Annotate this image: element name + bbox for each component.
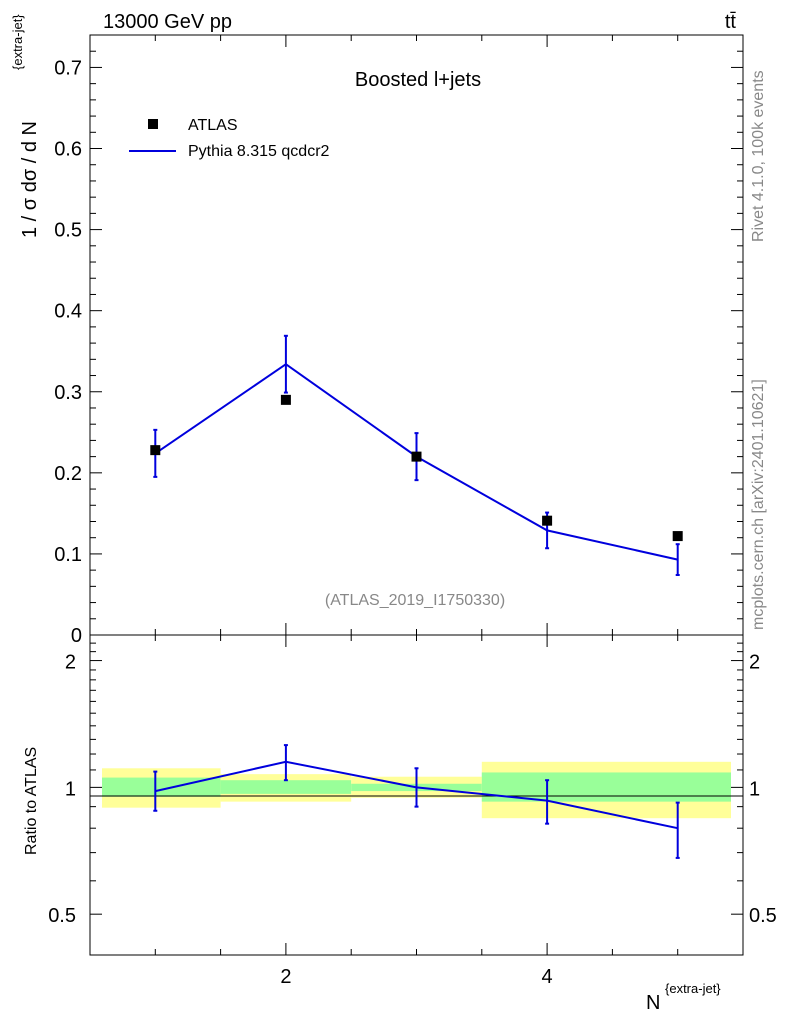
- ratio-y-tick-label: 1: [65, 778, 76, 800]
- legend-atlas-label: ATLAS: [188, 117, 238, 134]
- main-y-tick-label: 0.7: [54, 57, 82, 79]
- rivet-version-label: Rivet 4.1.0, 100k events: [750, 70, 767, 242]
- atlas-data-point: [150, 445, 161, 456]
- main-y-tick-label: 0.5: [54, 220, 82, 242]
- main-y-ticks: 0 0.1 0.2 0.3 0.4 0.5 0.6 0.7: [54, 34, 743, 647]
- plot-title: Boosted l+jets: [355, 69, 481, 91]
- main-y-tick-label: 0.3: [54, 382, 82, 404]
- atlas-data-point: [280, 394, 291, 405]
- main-y-tick-label: 0.6: [54, 139, 82, 161]
- main-y-tick-label: 0.4: [54, 301, 82, 323]
- x-tick-label: 4: [542, 966, 553, 988]
- x-tick-label: 2: [280, 966, 291, 988]
- ratio-y-tick-label-right: 2: [749, 652, 760, 674]
- ratio-y-axis-label: Ratio to ATLAS: [23, 747, 40, 855]
- x-axis-label: N {extra-jet}: [646, 981, 721, 1014]
- main-y-axis-label: 1 / σ dσ / d N {extra-jet}: [10, 14, 41, 238]
- main-y-tick-label: 0: [71, 625, 82, 647]
- x-axis-label-text: N: [646, 992, 660, 1014]
- ratio-y-tick-label-right: 0.5: [749, 905, 777, 927]
- ratio-y-tick-label: 2: [65, 652, 76, 674]
- legend-mc-label: Pythia 8.315 qcdcr2: [188, 143, 330, 160]
- analysis-watermark: (ATLAS_2019_I1750330): [325, 592, 505, 609]
- atlas-data-point: [411, 451, 422, 462]
- main-y-tick-label: 0.1: [54, 544, 82, 566]
- main-marks: [150, 334, 683, 576]
- legend-atlas-marker: [148, 119, 158, 129]
- main-y-tick-label: 0.2: [54, 463, 82, 485]
- ratio-ticks: 0.5 0.5 1 1 2 2 2 4: [48, 635, 777, 988]
- process-label: tt̄: [725, 11, 737, 33]
- ratio-panel: 0.5 0.5 1 1 2 2 2 4 Ratio to ATLAS N {extra-jet…: [23, 634, 777, 1014]
- ratio-marks: [153, 744, 680, 859]
- atlas-data-point: [542, 515, 553, 526]
- main-y-axis-label-text: 1 / σ dσ / d N: [19, 121, 41, 238]
- energy-label: 13000 GeV pp: [103, 11, 232, 33]
- uncertainty-band-green: [220, 780, 352, 794]
- ratio-y-tick-label: 0.5: [48, 905, 76, 927]
- mcplots-label: mcplots.cern.ch [arXiv:2401.10621]: [750, 379, 767, 630]
- ratio-y-tick-label-right: 1: [749, 778, 760, 800]
- uncertainty-band-green: [481, 772, 731, 802]
- atlas-data-point: [672, 531, 683, 542]
- x-axis-label-sup: {extra-jet}: [665, 981, 721, 996]
- legend: ATLAS Pythia 8.315 qcdcr2: [129, 117, 330, 160]
- main-panel: 0 0.1 0.2 0.3 0.4 0.5 0.6 0.7 Boosted l+jets (A…: [10, 14, 744, 647]
- main-y-axis-label-sup: {extra-jet}: [10, 14, 25, 70]
